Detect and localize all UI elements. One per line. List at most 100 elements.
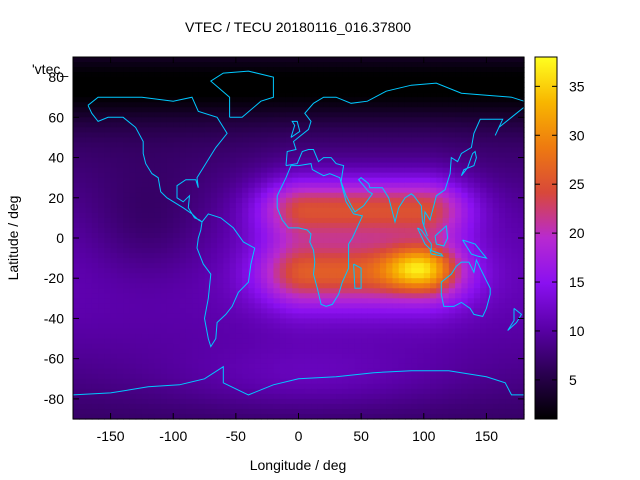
heatmap-cell <box>486 388 494 395</box>
heatmap-cell <box>204 152 212 159</box>
heatmap-cell <box>79 222 87 229</box>
heatmap-cell <box>79 298 87 304</box>
heatmap-cell <box>417 373 425 380</box>
heatmap-cell <box>217 268 224 274</box>
heatmap-cell <box>348 152 356 159</box>
heatmap-cell <box>304 388 312 395</box>
heatmap-cell <box>304 87 312 93</box>
heatmap-cell <box>166 72 174 78</box>
heatmap-cell <box>448 398 456 405</box>
heatmap-cell <box>217 248 224 254</box>
heatmap-cell <box>442 107 450 113</box>
heatmap-cell <box>235 227 243 234</box>
heatmap-cell <box>348 72 356 78</box>
heatmap-cell <box>148 117 156 123</box>
heatmap-cell <box>123 137 130 144</box>
heatmap-cell <box>192 132 199 139</box>
heatmap-cell <box>461 283 469 289</box>
heatmap-cell <box>254 283 262 289</box>
heatmap-cell <box>304 122 312 128</box>
heatmap-cell <box>135 288 143 294</box>
heatmap-cell <box>329 67 337 73</box>
heatmap-cell <box>367 122 375 128</box>
heatmap-cell <box>141 308 149 315</box>
heatmap-cell <box>398 268 406 274</box>
heatmap-cell <box>198 207 206 214</box>
heatmap-cell <box>123 62 130 68</box>
heatmap-cell <box>455 283 462 289</box>
heatmap-cell <box>148 253 156 259</box>
heatmap-cell <box>292 132 300 139</box>
heatmap-cell <box>323 283 331 289</box>
heatmap-cell <box>411 383 419 390</box>
heatmap-cell <box>480 122 488 128</box>
heatmap-cell <box>511 308 519 315</box>
heatmap-cell <box>198 72 206 78</box>
heatmap-cell <box>492 212 500 219</box>
heatmap-cell <box>373 112 381 118</box>
heatmap-cell <box>210 162 218 169</box>
heatmap-cell <box>398 162 406 169</box>
heatmap-cell <box>411 243 419 249</box>
heatmap-cell <box>317 222 325 229</box>
heatmap-cell <box>323 112 331 118</box>
heatmap-cell <box>379 57 387 63</box>
heatmap-cell <box>235 72 243 78</box>
heatmap-cell <box>386 293 394 299</box>
heatmap-cell <box>129 107 137 113</box>
heatmap-cell <box>304 197 312 204</box>
heatmap-cell <box>511 227 519 234</box>
heatmap-cell <box>85 283 93 289</box>
heatmap-cell <box>473 298 481 304</box>
heatmap-cell <box>129 67 137 73</box>
heatmap-cell <box>430 217 437 224</box>
heatmap-cell <box>473 177 481 184</box>
heatmap-cell <box>480 217 488 224</box>
heatmap-cell <box>267 288 275 294</box>
heatmap-cell <box>498 283 506 289</box>
heatmap-cell <box>392 363 400 370</box>
heatmap-cell <box>423 217 431 224</box>
heatmap-cell <box>455 232 462 239</box>
heatmap-cell <box>248 117 256 123</box>
heatmap-cell <box>486 227 494 234</box>
heatmap-cell <box>467 353 475 360</box>
heatmap-cell <box>430 388 437 395</box>
heatmap-cell <box>141 368 149 375</box>
heatmap-cell <box>223 258 231 264</box>
heatmap-cell <box>398 388 406 395</box>
heatmap-cell <box>448 268 456 274</box>
heatmap-cell <box>436 283 444 289</box>
heatmap-cell <box>486 62 494 68</box>
heatmap-cell <box>392 298 400 304</box>
heatmap-cell <box>85 398 93 405</box>
heatmap-cell <box>361 147 368 154</box>
heatmap-cell <box>217 293 224 299</box>
heatmap-cell <box>254 207 262 214</box>
heatmap-cell <box>148 62 156 68</box>
heatmap-cell <box>229 97 237 103</box>
heatmap-cell <box>292 172 300 179</box>
heatmap-cell <box>311 398 318 405</box>
heatmap-cell <box>166 253 174 259</box>
heatmap-cell <box>185 363 193 370</box>
heatmap-cell <box>361 323 368 330</box>
heatmap-cell <box>129 308 137 315</box>
heatmap-cell <box>110 112 118 118</box>
heatmap-cell <box>348 293 356 299</box>
heatmap-cell <box>411 202 419 209</box>
heatmap-cell <box>248 338 256 345</box>
heatmap-cell <box>166 293 174 299</box>
heatmap-cell <box>455 348 462 355</box>
heatmap-cell <box>505 97 513 103</box>
heatmap-cell <box>467 197 475 204</box>
heatmap-cell <box>430 147 437 154</box>
heatmap-cell <box>285 67 293 73</box>
heatmap-cell <box>511 92 519 98</box>
heatmap-cell <box>323 263 331 269</box>
heatmap-cell <box>492 308 500 315</box>
heatmap-cell <box>185 338 193 345</box>
heatmap-cell <box>98 268 105 274</box>
heatmap-cell <box>210 258 218 264</box>
